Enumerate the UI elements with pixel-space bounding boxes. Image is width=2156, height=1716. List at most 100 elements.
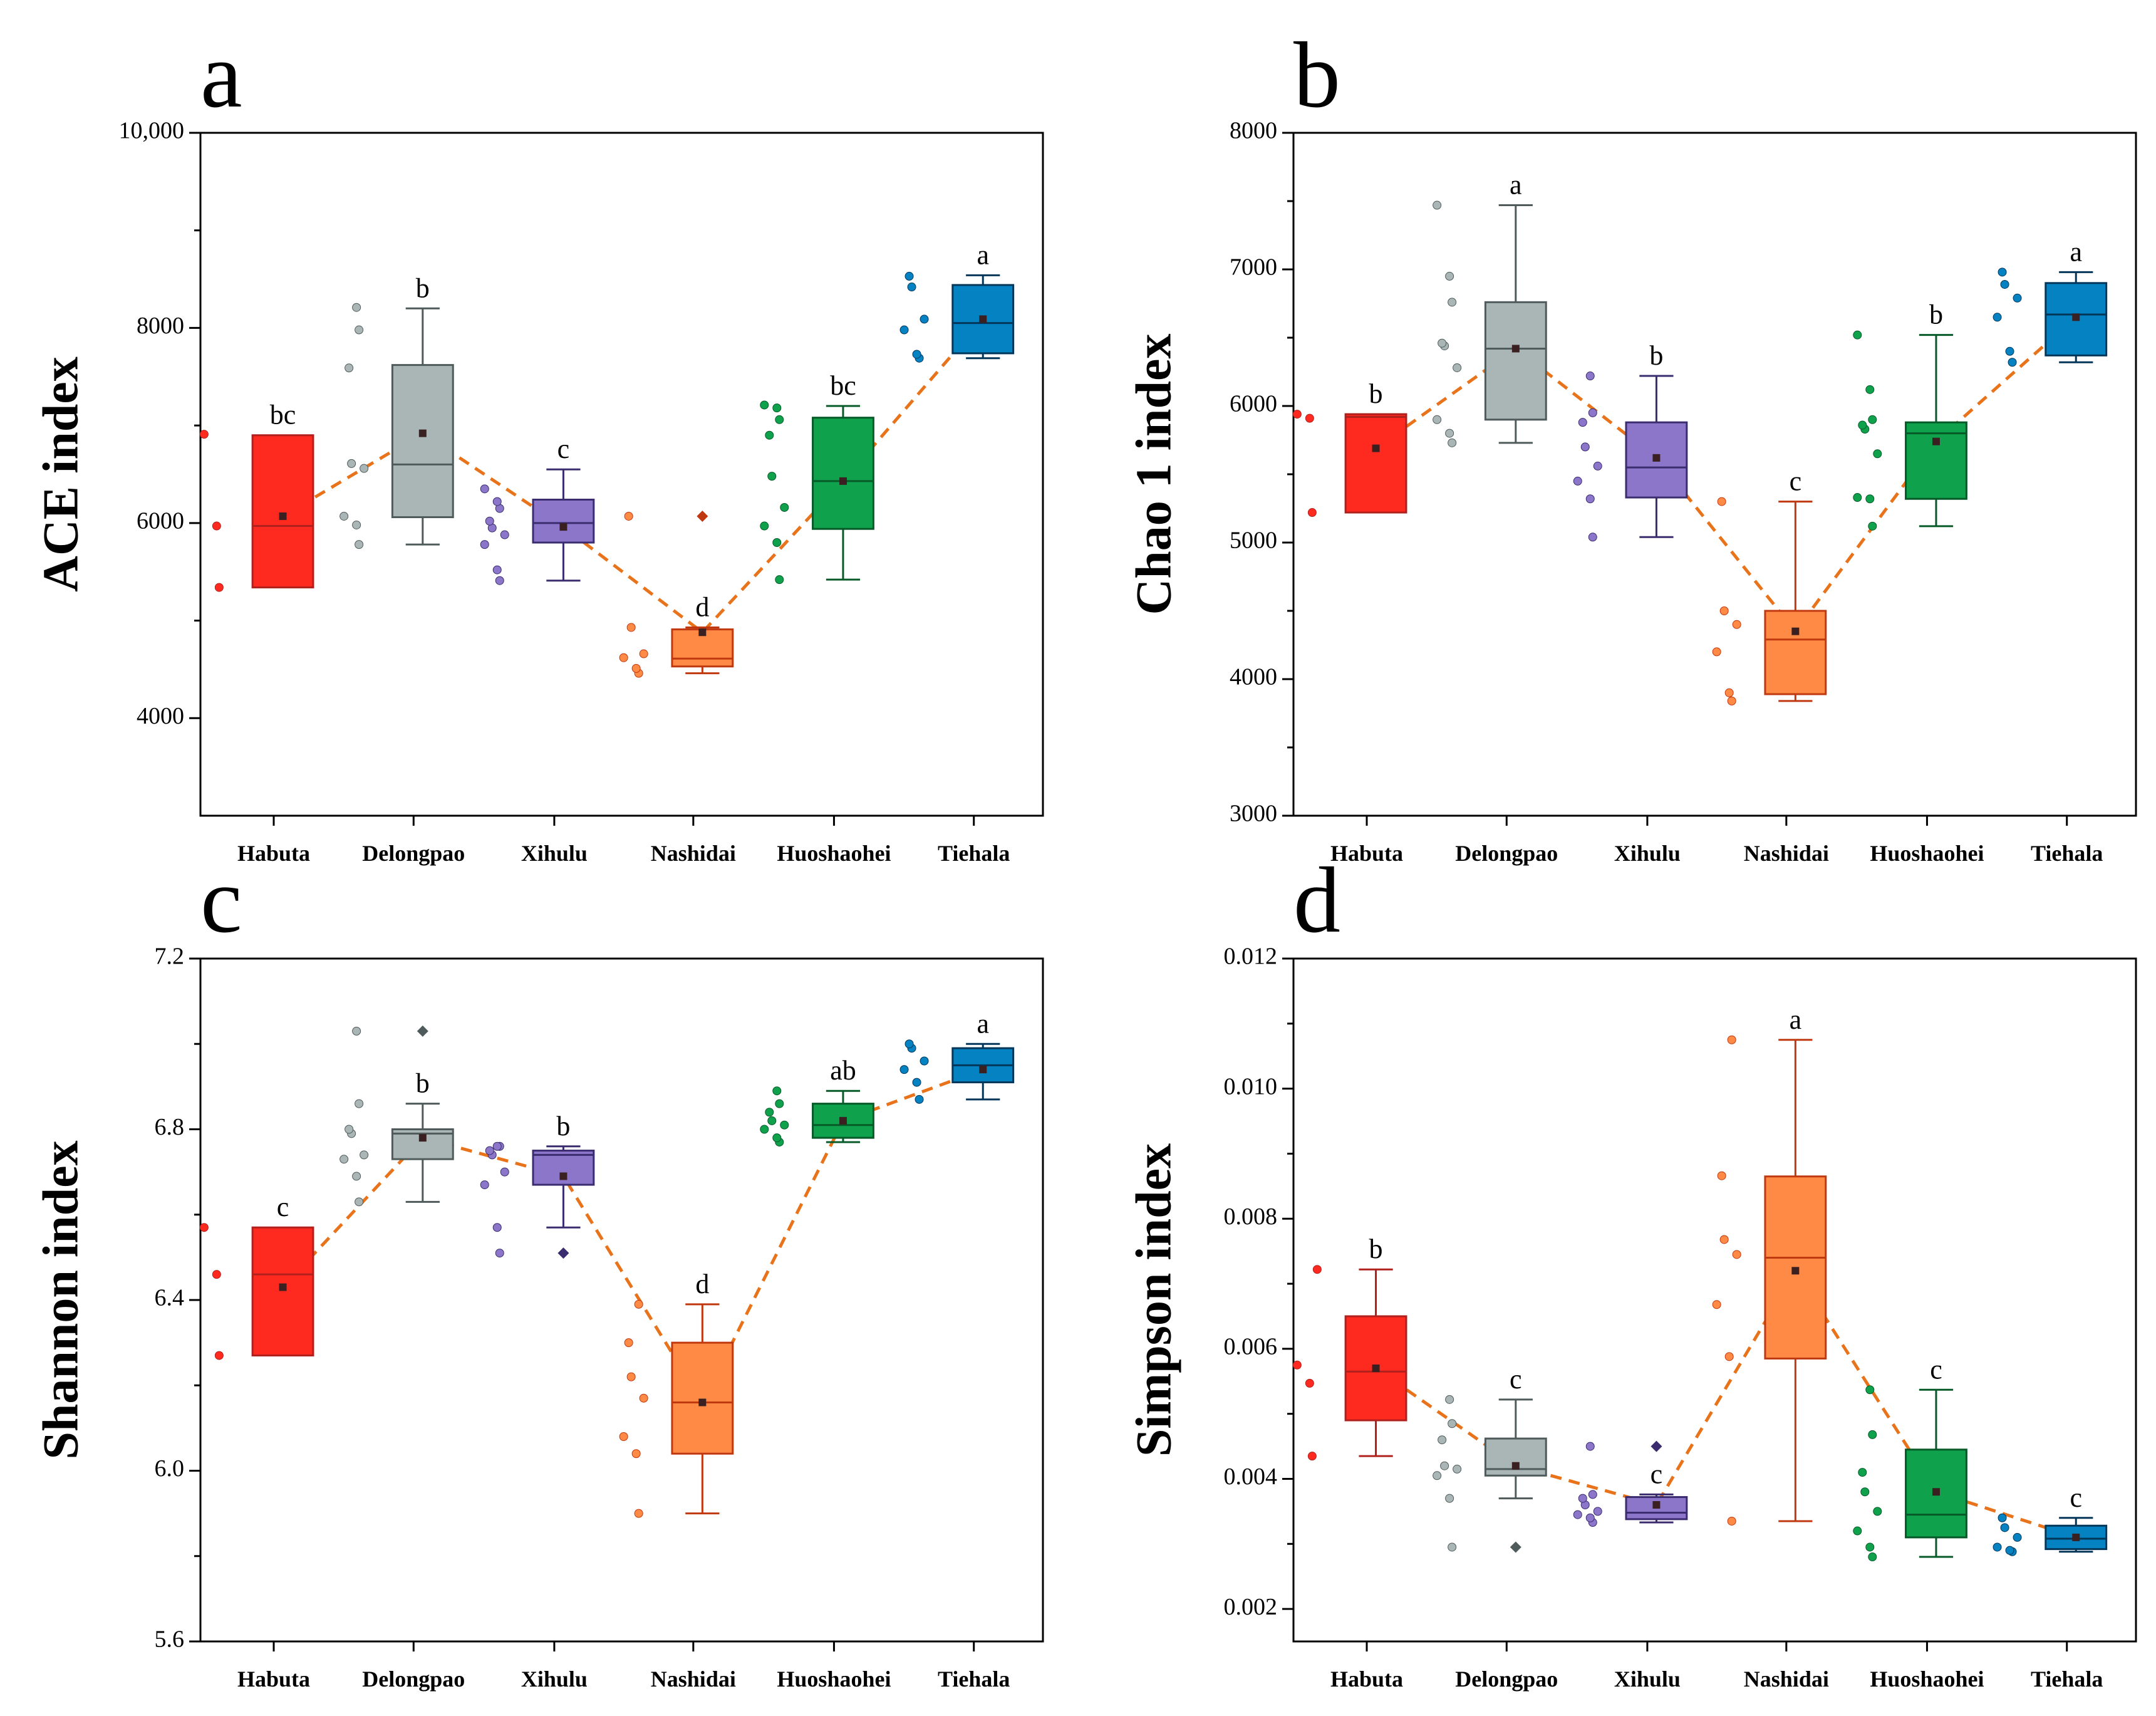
plot-frame bbox=[1292, 132, 2137, 817]
data-point bbox=[485, 1146, 494, 1155]
data-point bbox=[2000, 279, 2009, 289]
data-point bbox=[1453, 363, 1462, 372]
data-point bbox=[355, 540, 364, 549]
mean-trend-line bbox=[1375, 316, 2077, 634]
box-delongpao: b bbox=[339, 1025, 454, 1207]
data-point bbox=[1438, 1435, 1447, 1445]
x-tick-label: Huoshaohei bbox=[1870, 841, 1984, 866]
significance-letter: a bbox=[1790, 1004, 1802, 1035]
mean-marker bbox=[1652, 454, 1661, 462]
box-habuta: bc bbox=[199, 400, 314, 592]
data-point bbox=[1588, 1490, 1597, 1499]
data-point bbox=[1712, 1300, 1721, 1309]
mean-trend-line bbox=[281, 1068, 984, 1406]
x-tick-label: Huoshaohei bbox=[777, 841, 891, 866]
mean-marker bbox=[1791, 627, 1800, 635]
data-point bbox=[480, 540, 489, 549]
data-point bbox=[775, 415, 784, 424]
data-point bbox=[360, 464, 369, 473]
data-point bbox=[639, 649, 648, 658]
y-tick-label: 0.002 bbox=[1224, 1594, 1278, 1620]
data-point bbox=[1305, 413, 1314, 423]
box-xihulu: c bbox=[1573, 1440, 1688, 1527]
data-point bbox=[626, 623, 636, 632]
data-point bbox=[352, 1026, 361, 1036]
data-point bbox=[355, 1099, 364, 1108]
data-point bbox=[626, 1372, 636, 1381]
box-tiehala: a bbox=[899, 1008, 1015, 1104]
data-point bbox=[495, 1249, 504, 1258]
data-point bbox=[780, 1120, 789, 1130]
data-point bbox=[1868, 415, 1877, 424]
mean-marker bbox=[979, 1066, 987, 1074]
data-point bbox=[1593, 1507, 1602, 1516]
mean-marker bbox=[418, 1134, 427, 1142]
y-tick-label: 0.008 bbox=[1224, 1204, 1278, 1230]
mean-marker bbox=[279, 512, 287, 520]
data-point bbox=[899, 1065, 909, 1074]
x-tick-label: Delongpao bbox=[1455, 841, 1558, 866]
box-tiehala: a bbox=[899, 239, 1015, 363]
data-point bbox=[199, 1223, 209, 1232]
data-point bbox=[1448, 1542, 1457, 1552]
panel-letter: a bbox=[200, 23, 242, 127]
box-rect bbox=[1905, 421, 1967, 500]
data-point bbox=[920, 315, 929, 324]
box-rect bbox=[2045, 282, 2108, 356]
data-point bbox=[765, 430, 774, 440]
box-rect bbox=[391, 364, 454, 519]
mean-marker bbox=[1932, 1488, 1940, 1496]
y-tick-label: 4000 bbox=[1230, 664, 1277, 690]
data-point bbox=[2013, 293, 2022, 303]
data-point bbox=[1433, 415, 1442, 424]
mean-marker bbox=[839, 477, 847, 485]
significance-letter: a bbox=[977, 1008, 989, 1039]
x-tick-label: Nashidai bbox=[651, 1667, 736, 1692]
data-point bbox=[1865, 1385, 1875, 1395]
data-point bbox=[1993, 1542, 2002, 1552]
y-tick-label: 6.8 bbox=[155, 1114, 185, 1140]
data-point bbox=[780, 502, 789, 512]
y-tick-label: 6.4 bbox=[155, 1285, 185, 1311]
mean-trend-line bbox=[282, 318, 985, 635]
data-point bbox=[1858, 420, 1867, 430]
data-point bbox=[760, 1125, 769, 1134]
mean-marker bbox=[2072, 313, 2080, 321]
x-tick-label: Habuta bbox=[237, 1667, 310, 1692]
y-tick-label: 5000 bbox=[1230, 528, 1277, 554]
data-point bbox=[904, 1039, 914, 1049]
data-point bbox=[1585, 372, 1595, 381]
chart-panel-c: c Shannon index 5.6 6.0 6.4 6.8 7.2 Habuta Delon… bbox=[33, 848, 1044, 1692]
box-huoshaohei: bc bbox=[760, 370, 874, 585]
data-point bbox=[772, 538, 782, 547]
y-tick-label: 8000 bbox=[1230, 118, 1277, 144]
data-point bbox=[1868, 1430, 1877, 1439]
data-point bbox=[1438, 338, 1447, 348]
data-point bbox=[1853, 1526, 1862, 1536]
outlier-marker bbox=[557, 1247, 569, 1259]
x-tick-label: Tiehala bbox=[2031, 1667, 2103, 1692]
box-huoshaohei: ab bbox=[760, 1055, 874, 1147]
data-point bbox=[1593, 461, 1602, 471]
significance-letter: d bbox=[695, 591, 709, 622]
box-habuta: b bbox=[1292, 378, 1407, 517]
data-point bbox=[631, 663, 641, 673]
significance-letter: c bbox=[2070, 1482, 2082, 1513]
data-point bbox=[915, 1095, 924, 1104]
x-tick-label: Habuta bbox=[1330, 1667, 1403, 1692]
chart-panel-a: a ACE index 4000 6000 8000 10,000 Habuta Delong… bbox=[33, 23, 1044, 866]
box-rect bbox=[1344, 413, 1407, 514]
box-rect bbox=[812, 417, 874, 530]
x-tick-label: Tiehala bbox=[938, 1667, 1010, 1692]
data-point bbox=[624, 1338, 633, 1348]
data-point bbox=[634, 1509, 643, 1518]
data-point bbox=[500, 1167, 509, 1177]
y-axis-label: Shannon index bbox=[33, 1140, 88, 1459]
data-point bbox=[775, 1099, 784, 1108]
x-tick-label: Xihulu bbox=[1614, 841, 1681, 866]
data-point bbox=[1433, 1471, 1442, 1480]
data-point bbox=[912, 1078, 921, 1087]
significance-letter: b bbox=[556, 1111, 570, 1141]
mean-marker bbox=[1372, 1365, 1380, 1372]
x-tick-label: Tiehala bbox=[2031, 841, 2103, 866]
